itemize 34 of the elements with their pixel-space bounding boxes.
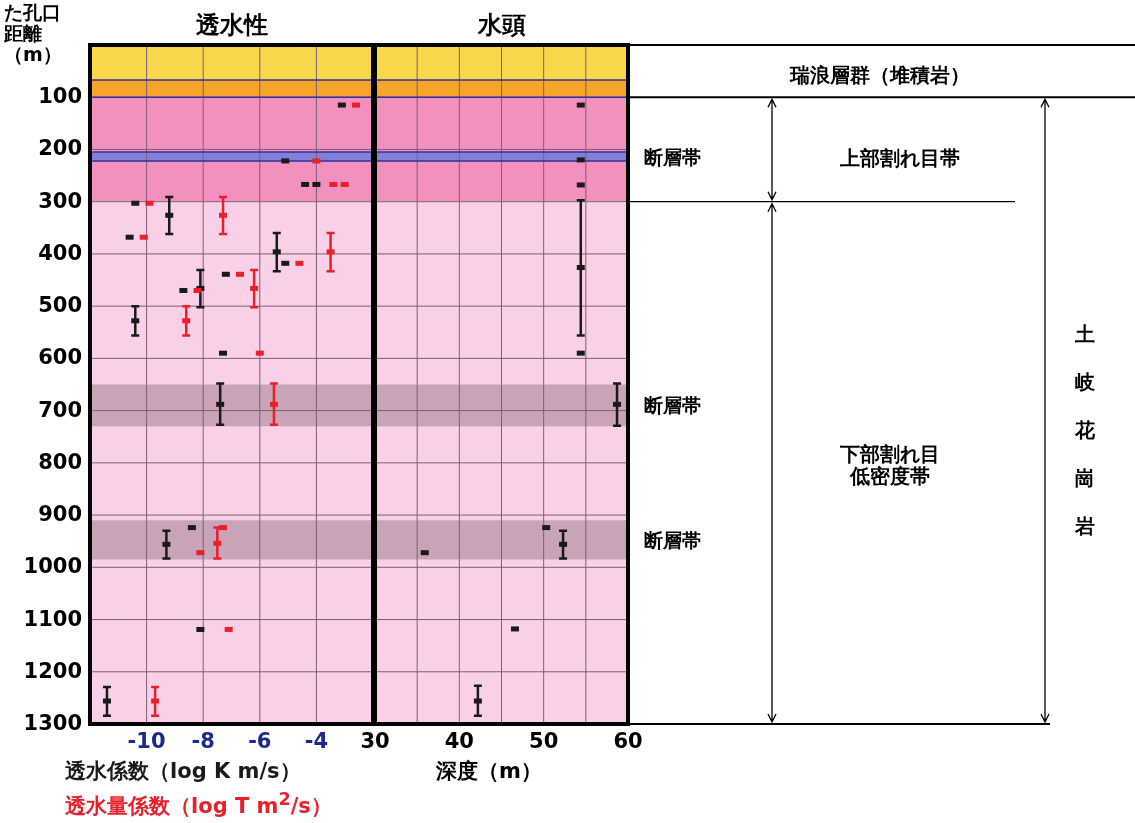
text: 透水量係数（log T m$^{2}$/s） (65, 789, 332, 819)
x-tick-label: -10 (127, 729, 166, 753)
y-tick-label: 300 (38, 188, 82, 213)
band-label: 断層帯 (644, 145, 701, 168)
y-tick-label: 200 (38, 136, 82, 161)
y-tick-label: 1300 (23, 711, 82, 735)
y-axis-title: た孔口距離（m） (4, 1, 63, 65)
chart-title: 透水性 (195, 11, 268, 39)
chart-title: 水頭 (476, 11, 526, 39)
x-axis-title: 深度（m） (436, 759, 542, 784)
x-tick-label: 60 (613, 729, 643, 753)
x-tick-label: 50 (529, 729, 559, 753)
y-tick-label: 1000 (23, 554, 82, 579)
y-tick-label: 700 (38, 397, 82, 422)
band-label: 断層帯 (644, 528, 701, 551)
x-tick-label: -8 (191, 729, 215, 753)
x-tick-label: -6 (248, 729, 272, 753)
y-tick-label: 1100 (23, 606, 82, 631)
text: 透水係数（log K m/s） (65, 759, 301, 784)
y-tick-label: 500 (38, 293, 82, 318)
text: 上部割れ目帯 (840, 146, 960, 170)
x-tick-label: 40 (444, 729, 474, 753)
text: 瑞浪層群（堆積岩） (790, 63, 970, 87)
x-tick-label: 30 (360, 729, 390, 753)
y-tick-label: 400 (38, 240, 82, 265)
y-tick-label: 800 (38, 449, 82, 474)
x-tick-label: -4 (304, 729, 329, 753)
band-label: 断層帯 (644, 393, 701, 416)
y-tick-label: 900 (38, 502, 82, 527)
text: 下部割れ目低密度帯 (839, 442, 941, 488)
y-tick-label: 1200 (23, 658, 82, 683)
y-tick-label: 600 (38, 345, 82, 370)
text: 土岐花崗岩 (1075, 322, 1095, 538)
y-tick-label: 100 (38, 84, 82, 109)
